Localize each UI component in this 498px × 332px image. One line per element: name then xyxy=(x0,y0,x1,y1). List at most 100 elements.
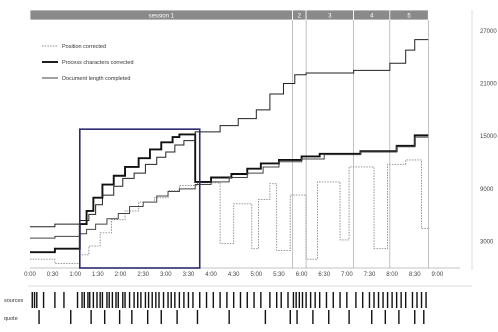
event-mark-1-5 xyxy=(63,292,65,308)
event-mark-1-46 xyxy=(246,292,248,308)
session-label-1: session 1 xyxy=(149,14,175,20)
legend-label-1: Position corrected xyxy=(62,44,106,50)
event-mark-1-59 xyxy=(314,292,316,308)
event-mark-1-8 xyxy=(83,292,86,308)
event-mark-1-68 xyxy=(373,292,375,308)
event-mark-2-12 xyxy=(289,310,291,324)
x-tick-label-13: 6:30 xyxy=(318,272,330,278)
highlight-rect xyxy=(78,128,201,269)
event-mark-2-9 xyxy=(196,310,199,324)
event-mark-1-66 xyxy=(361,292,364,308)
event-mark-1-40 xyxy=(205,292,208,308)
x-tick-label-16: 8:00 xyxy=(386,272,398,278)
event-mark-2-11 xyxy=(264,310,267,324)
x-tick-label-17: 8:30 xyxy=(409,272,421,278)
event-mark-1-0 xyxy=(31,292,33,308)
session-label-2: 2 xyxy=(298,14,302,20)
x-tick-label-18: 9:00 xyxy=(432,272,444,278)
event-mark-1-16 xyxy=(108,292,110,308)
event-mark-1-62 xyxy=(332,292,334,308)
event-mark-1-55 xyxy=(298,292,301,308)
event-mark-1-21 xyxy=(124,292,126,308)
session-boundaries xyxy=(292,20,429,268)
y-tick-label-4: 27000 xyxy=(480,29,497,35)
event-mark-1-20 xyxy=(122,292,124,308)
event-mark-2-2 xyxy=(90,310,92,324)
legend-label-3: Document length completed xyxy=(62,76,130,82)
x-axis: 0:00 0:30 1:00 1:30 2:00 2:30 3:00 3:30 4:00 4:30… xyxy=(24,272,444,278)
x-tick-label-1: 0:30 xyxy=(47,272,59,278)
x-tick-label-5: 2:30 xyxy=(137,272,149,278)
x-tick-label-11: 5:30 xyxy=(273,272,285,278)
event-mark-1-56 xyxy=(301,292,304,308)
event-mark-1-24 xyxy=(137,292,139,308)
event-mark-1-65 xyxy=(355,292,357,308)
event-mark-1-41 xyxy=(212,292,215,308)
event-mark-1-45 xyxy=(239,292,242,308)
x-tick-label-9: 4:30 xyxy=(228,272,240,278)
event-mark-1-51 xyxy=(280,292,282,308)
event-mark-1-13 xyxy=(99,292,101,308)
event-mark-2-13 xyxy=(296,310,298,324)
event-mark-1-75 xyxy=(404,292,407,308)
event-mark-1-29 xyxy=(155,292,157,308)
event-mark-2-14 xyxy=(312,310,314,324)
event-mark-1-70 xyxy=(382,292,384,308)
event-mark-1-76 xyxy=(411,292,414,308)
x-tick-label-0: 0:00 xyxy=(24,272,36,278)
event-mark-2-0 xyxy=(38,310,40,324)
event-mark-1-72 xyxy=(391,292,393,308)
event-mark-1-14 xyxy=(101,292,104,308)
series-line-3 xyxy=(30,136,429,239)
event-mark-1-4 xyxy=(54,292,56,308)
session-label-5: 5 xyxy=(407,14,411,20)
event-row-label-1: sources xyxy=(4,298,24,304)
event-mark-1-44 xyxy=(232,292,235,308)
event-mark-1-7 xyxy=(81,292,83,308)
x-tick-label-6: 3:00 xyxy=(160,272,172,278)
event-mark-1-63 xyxy=(339,292,341,308)
legend: Position corrected Process characters cor… xyxy=(42,44,134,82)
event-mark-2-21 xyxy=(423,310,425,324)
event-mark-1-35 xyxy=(178,292,181,308)
event-mark-1-33 xyxy=(170,292,172,308)
event-mark-1-31 xyxy=(162,292,165,308)
series-line-1 xyxy=(30,159,429,265)
event-mark-1-23 xyxy=(133,292,135,308)
y-axis: 3000 9000 15000 21000 27000 xyxy=(480,29,497,246)
event-mark-2-6 xyxy=(146,310,149,324)
event-mark-1-73 xyxy=(395,292,398,308)
event-mark-1-52 xyxy=(287,292,289,308)
event-mark-1-34 xyxy=(174,292,176,308)
x-tick-label-10: 5:00 xyxy=(250,272,262,278)
x-tick-label-14: 7:00 xyxy=(341,272,353,278)
event-mark-1-69 xyxy=(377,292,380,308)
x-tick-label-3: 1:30 xyxy=(92,272,104,278)
event-mark-2-8 xyxy=(176,310,178,324)
event-mark-1-78 xyxy=(420,292,423,308)
event-mark-2-16 xyxy=(348,310,350,324)
event-mark-1-71 xyxy=(386,292,389,308)
event-mark-1-58 xyxy=(309,292,312,308)
event-mark-1-50 xyxy=(275,292,278,308)
event-mark-1-9 xyxy=(87,292,89,308)
event-mark-1-37 xyxy=(187,292,190,308)
event-mark-1-42 xyxy=(219,292,221,308)
session-label-4: 4 xyxy=(370,14,374,20)
x-tick-label-7: 3:30 xyxy=(183,272,195,278)
y-tick-label-1: 9000 xyxy=(480,187,494,193)
event-mark-1-27 xyxy=(147,292,150,308)
event-mark-2-17 xyxy=(371,310,373,324)
event-mark-1-74 xyxy=(400,292,402,308)
event-mark-1-47 xyxy=(253,292,255,308)
event-mark-1-43 xyxy=(226,292,228,308)
event-mark-1-79 xyxy=(425,292,427,308)
event-mark-1-48 xyxy=(260,292,262,308)
event-mark-1-61 xyxy=(325,292,328,308)
event-mark-1-22 xyxy=(128,292,131,308)
event-mark-1-1 xyxy=(33,292,36,308)
event-mark-1-39 xyxy=(199,292,201,308)
event-mark-1-12 xyxy=(96,292,98,308)
event-mark-2-5 xyxy=(131,310,133,324)
